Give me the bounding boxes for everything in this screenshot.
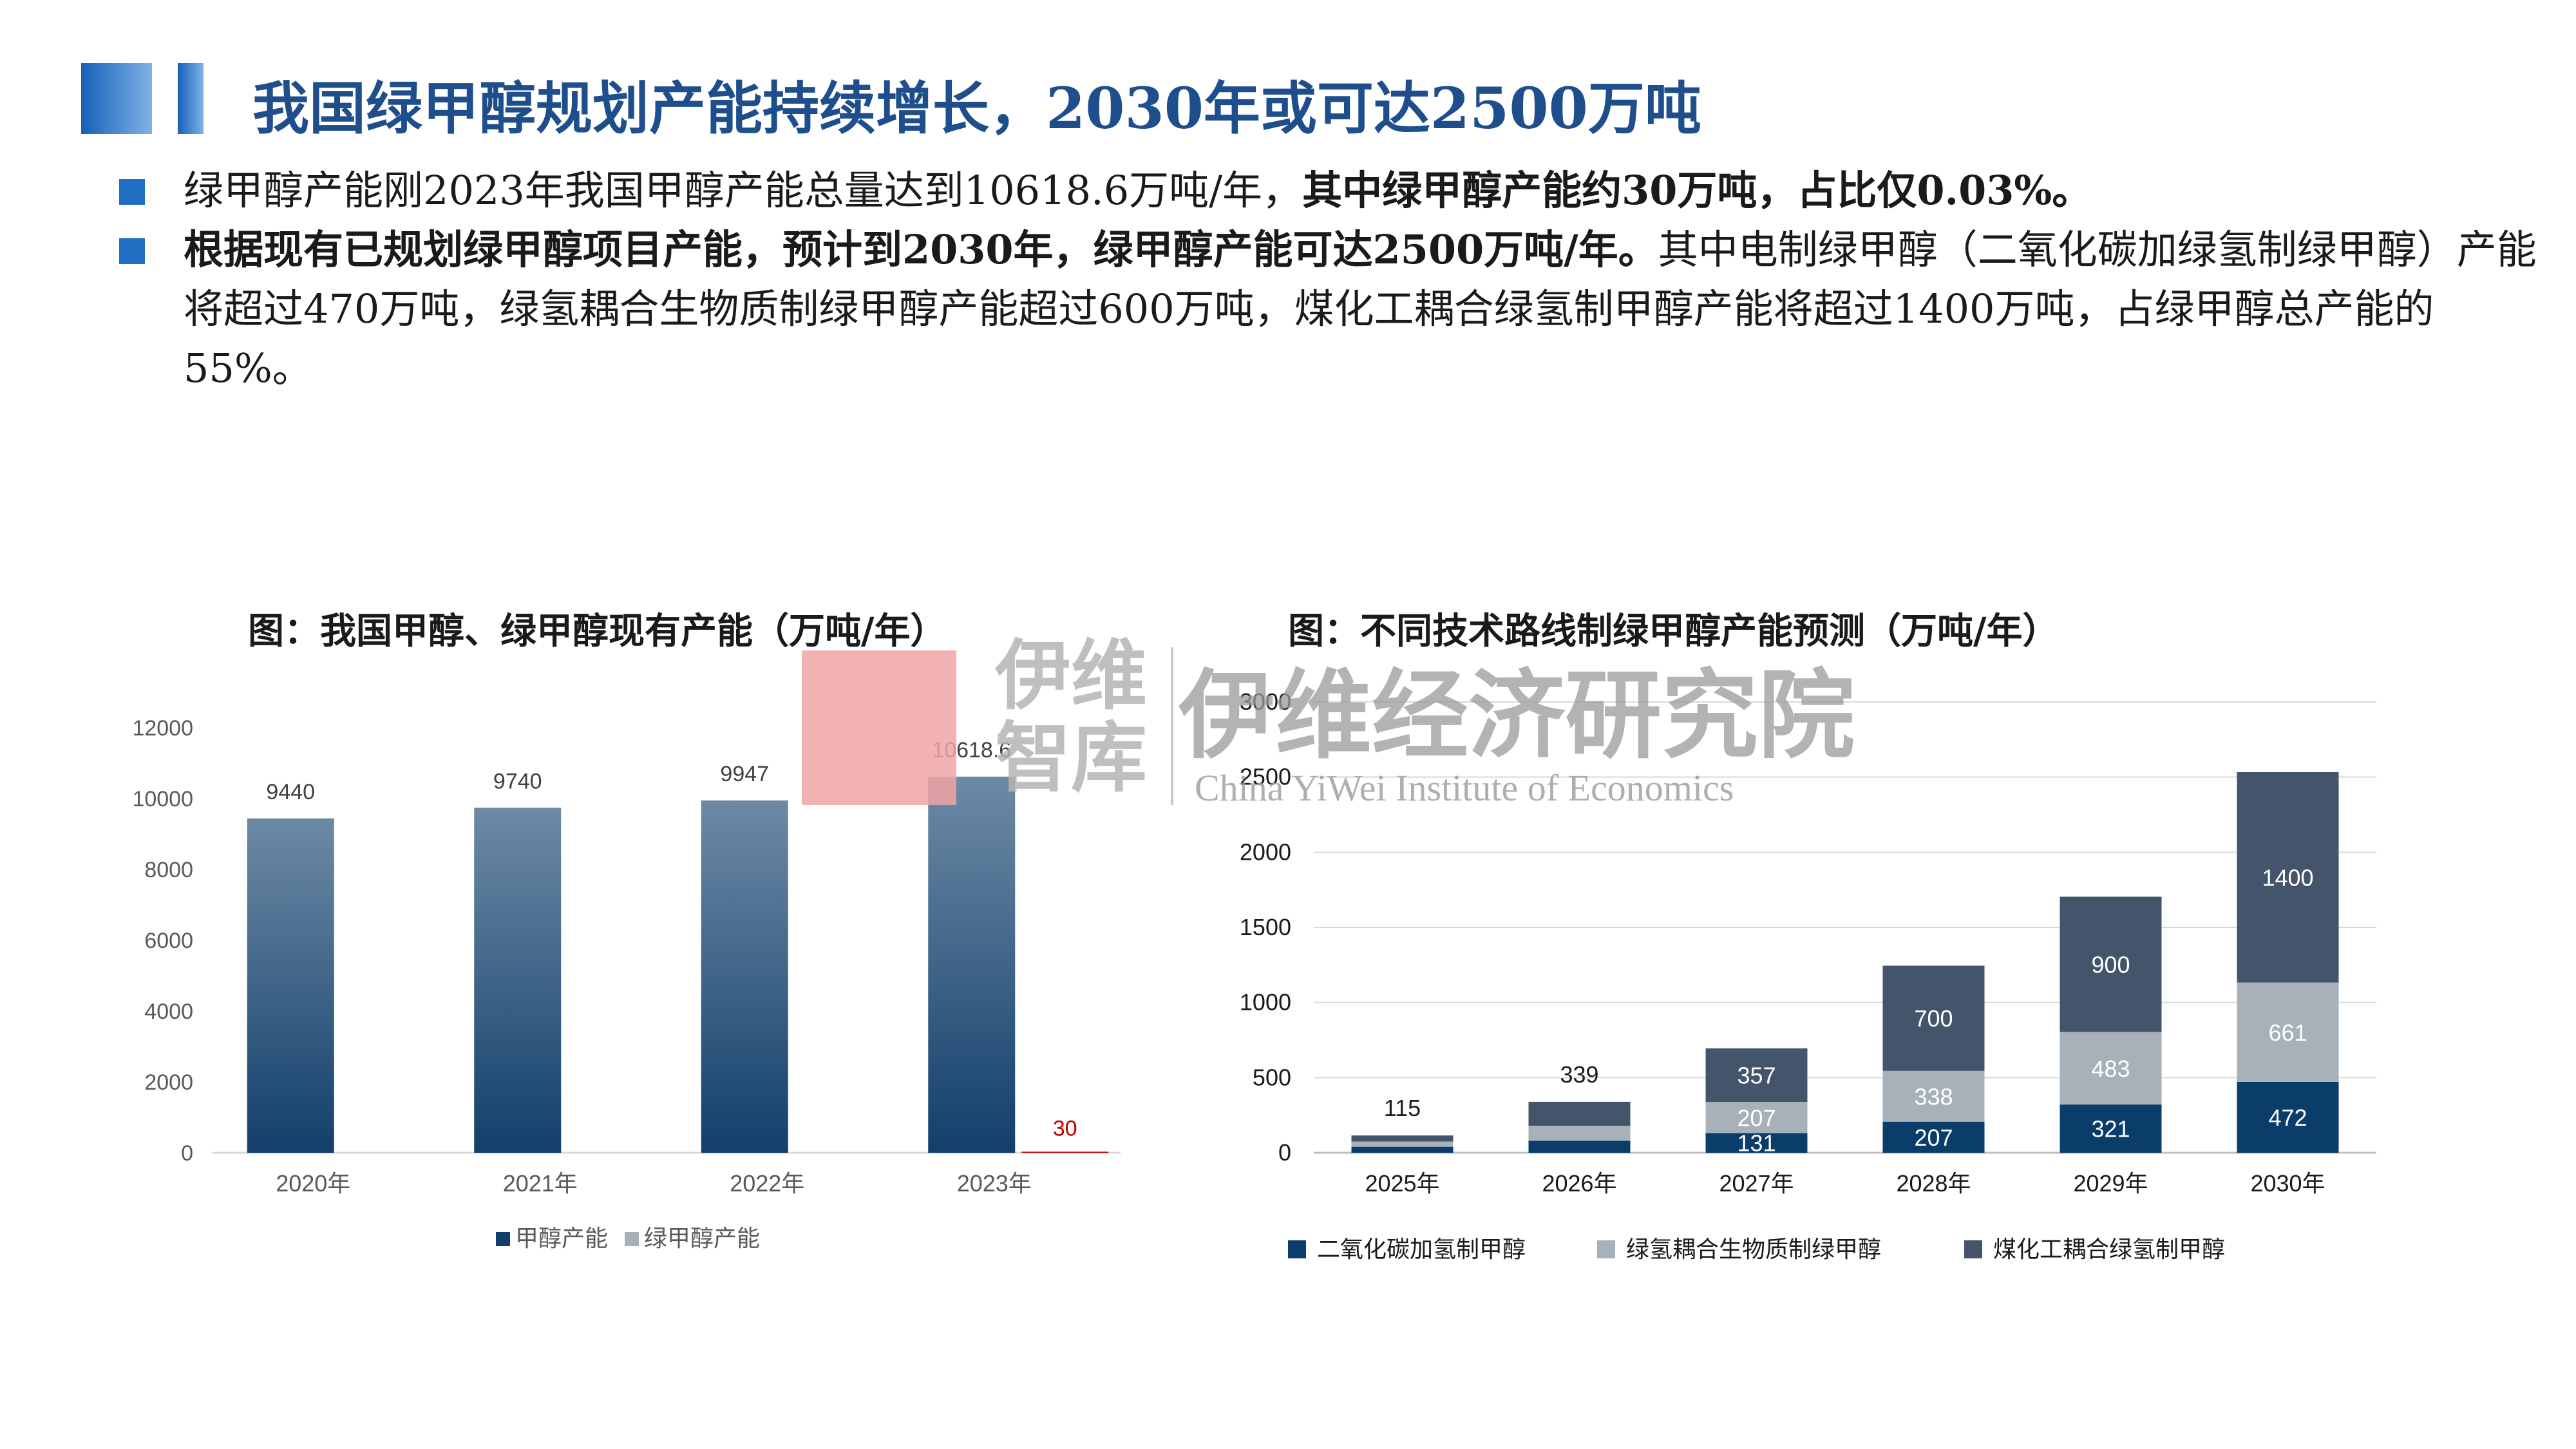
segment-data-label: 472 — [2268, 1104, 2307, 1131]
bullet-list: 绿甲醇产能刚2023年我国甲醇产能总量达到10618.6万吨/年，其中绿甲醇产能… — [119, 161, 2541, 398]
bar-methanol — [474, 808, 562, 1153]
bar-green-methanol — [1021, 1151, 1109, 1153]
header-decoration — [81, 63, 204, 134]
x-tick-label: 2026年 — [1542, 1170, 1616, 1197]
y-tick-label: 2500 — [1240, 764, 1291, 790]
stack-segment — [2060, 1104, 2162, 1153]
legend-label: 煤化工耦合绿氢制甲醇 — [1993, 1236, 2225, 1262]
y-tick-label: 6000 — [144, 929, 193, 953]
bullet-text-bold: 根据现有已规划绿甲醇项目产能，预计到2030年，绿甲醇产能可达2500万吨/年。 — [184, 226, 1658, 273]
stack-segment — [2060, 896, 2162, 1032]
stack-segment — [1882, 1070, 1985, 1122]
segment-data-label: 338 — [1914, 1083, 1953, 1110]
y-tick-label: 0 — [181, 1141, 193, 1166]
chart2-title: 图：不同技术路线制绿甲醇产能预测（万吨/年） — [1288, 610, 2059, 652]
data-label-methanol: 9947 — [720, 762, 769, 786]
bullet-square-icon — [119, 238, 145, 264]
stack-segment — [1882, 965, 1985, 1071]
stack-segment — [1351, 1141, 1454, 1147]
bullet-text-bold: 其中绿甲醇产能约30万吨，占比仅0.03%。 — [1302, 167, 2092, 214]
legend-swatch-methanol — [496, 1232, 510, 1246]
stack-segment — [1528, 1101, 1631, 1126]
stack-segment — [2237, 1081, 2339, 1153]
legend-label: 二氧化碳加氢制甲醇 — [1317, 1236, 1526, 1262]
x-tick-label: 2022年 — [730, 1170, 804, 1197]
watermark-short-name: 伊维 智库 — [995, 634, 1147, 799]
segment-data-label: 321 — [2091, 1116, 2130, 1142]
y-tick-label: 1000 — [1240, 989, 1291, 1016]
bullet-square-icon — [119, 179, 145, 205]
y-tick-label: 2000 — [1240, 838, 1291, 865]
stack-segment — [1705, 1133, 1808, 1153]
legend-swatch — [1964, 1240, 1982, 1258]
segment-data-label: 207 — [1737, 1104, 1776, 1131]
segment-data-label: 661 — [2268, 1019, 2307, 1046]
bar-methanol — [701, 800, 788, 1153]
watermark-logo-icon — [802, 650, 956, 805]
y-tick-label: 12000 — [132, 716, 193, 741]
bullet-item: 根据现有已规划绿甲醇项目产能，预计到2030年，绿甲醇产能可达2500万吨/年。… — [119, 220, 2541, 398]
bar-methanol — [247, 818, 334, 1153]
data-label-green-methanol: 30 — [1053, 1116, 1077, 1141]
segment-data-label: 483 — [2091, 1056, 2130, 1082]
chart1-title: 图：我国甲醇、绿甲醇现有产能（万吨/年） — [248, 610, 947, 652]
bullet-text-normal: 绿甲醇产能刚2023年我国甲醇产能总量达到10618.6万吨/年， — [184, 167, 1303, 214]
stack-segment — [1528, 1126, 1631, 1141]
x-tick-label: 2025年 — [1365, 1170, 1439, 1197]
y-tick-label: 2000 — [144, 1070, 193, 1095]
segment-data-label: 131 — [1737, 1130, 1776, 1157]
y-tick-label: 10000 — [132, 787, 193, 811]
legend-swatch-green-methanol — [625, 1232, 639, 1246]
x-tick-label: 2027年 — [1719, 1170, 1794, 1197]
x-tick-label: 2020年 — [276, 1170, 350, 1197]
data-label-methanol: 9440 — [266, 780, 315, 804]
segment-data-label: 1400 — [2262, 864, 2313, 891]
legend-swatch — [1597, 1240, 1615, 1258]
chart1-methanol-capacity: 0 2000 4000 6000 8000 10000 12000 9440 2020年 9740… — [132, 716, 1121, 1251]
stack-segment — [1351, 1135, 1454, 1142]
x-tick-label: 2023年 — [957, 1170, 1032, 1197]
bullet-text-normal: 其中电制绿甲醇（二氧化碳加绿氢制绿甲醇）产能将超过470万吨，绿氢耦合生物质制绿… — [184, 226, 2537, 392]
y-tick-label: 8000 — [144, 858, 193, 882]
legend-label: 绿甲醇产能 — [644, 1225, 760, 1251]
segment-data-label: 207 — [1914, 1124, 1953, 1151]
segment-data-label: 900 — [2091, 951, 2130, 978]
page-title: 我国绿甲醇规划产能持续增长，2030年或可达2500万吨 — [252, 75, 1701, 142]
chart2-green-methanol-forecast: 0 500 1000 1500 2000 2500 3000 115 2025年 339 2026年… — [1240, 688, 2376, 1262]
watermark-short-line: 智库 — [995, 714, 1148, 802]
watermark-english-name: China YiWei Institute of Economics — [1195, 767, 1734, 809]
stack-segment — [1882, 1121, 1985, 1153]
x-tick-label: 2029年 — [2073, 1170, 2148, 1197]
stack-segment — [1351, 1146, 1454, 1153]
segment-data-label: 357 — [1737, 1062, 1776, 1088]
segment-data-label: 700 — [1914, 1005, 1953, 1032]
stack-segment — [2060, 1032, 2162, 1105]
total-data-label: 339 — [1560, 1061, 1598, 1088]
bar-methanol — [928, 776, 1016, 1153]
legend-label: 绿氢耦合生物质制绿甲醇 — [1626, 1236, 1881, 1262]
y-tick-label: 1500 — [1240, 914, 1291, 940]
x-tick-label: 2021年 — [503, 1170, 578, 1197]
y-tick-label: 0 — [1278, 1139, 1291, 1166]
y-tick-label: 3000 — [1240, 688, 1291, 715]
legend-label: 甲醇产能 — [515, 1225, 608, 1251]
total-data-label: 115 — [1384, 1095, 1421, 1121]
legend-swatch — [1288, 1240, 1306, 1258]
x-tick-label: 2030年 — [2250, 1170, 2325, 1197]
stack-segment — [1528, 1141, 1631, 1153]
watermark-long-name: 伊维经济研究院 — [1179, 660, 1855, 772]
stack-segment — [1705, 1048, 1808, 1103]
watermark-divider — [1171, 647, 1173, 805]
stack-segment — [2237, 982, 2339, 1082]
y-tick-label: 4000 — [144, 999, 193, 1024]
stack-segment — [2237, 772, 2339, 983]
bullet-item: 绿甲醇产能刚2023年我国甲醇产能总量达到10618.6万吨/年，其中绿甲醇产能… — [119, 161, 2541, 220]
data-label-methanol: 9740 — [493, 769, 542, 793]
watermark-short-line: 伊维 — [995, 631, 1148, 720]
stack-segment — [1705, 1102, 1808, 1133]
x-tick-label: 2028年 — [1896, 1170, 1971, 1197]
y-tick-label: 500 — [1253, 1064, 1291, 1090]
